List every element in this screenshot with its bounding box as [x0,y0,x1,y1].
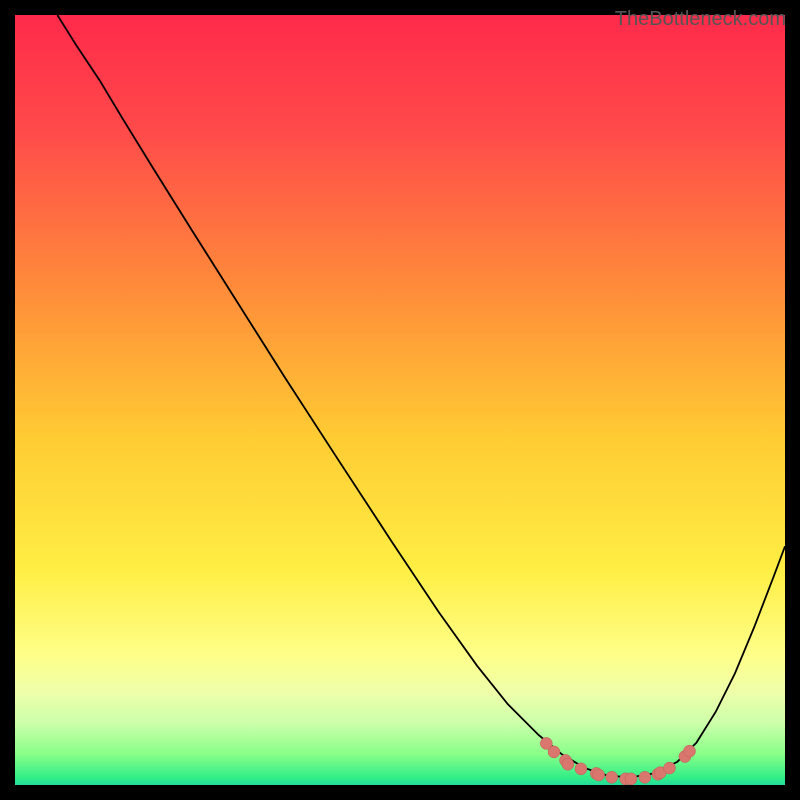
marker-point [606,771,618,783]
marker-point [575,763,587,775]
watermark-text: TheBottleneck.com [615,8,786,31]
marker-point [562,758,574,770]
marker-point [548,746,560,758]
chart-container: TheBottleneck.com [0,0,800,800]
plot-area [15,15,785,785]
chart-svg [15,15,785,785]
marker-point [664,762,676,774]
marker-point [593,769,605,781]
marker-point [625,773,637,785]
marker-point [684,745,696,757]
marker-point [639,771,651,783]
